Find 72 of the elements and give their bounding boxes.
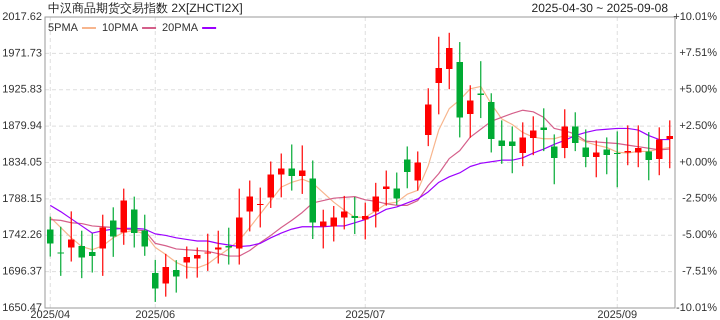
- y2-tick-label: -10.01%: [676, 302, 718, 314]
- candlestick: [110, 206, 117, 258]
- candlestick: [561, 108, 568, 159]
- y2-tick-label: +7.51%: [679, 47, 718, 60]
- candlestick: [519, 122, 526, 167]
- candlestick: [288, 144, 296, 192]
- candlestick: [656, 126, 663, 176]
- candlestick: [624, 124, 632, 166]
- y-tick-label: 1742.26: [2, 229, 42, 242]
- candlestick: [603, 136, 610, 175]
- candlestick: [498, 120, 506, 164]
- candlestick: [183, 246, 190, 280]
- candlestick: [414, 150, 422, 192]
- candlestick: [404, 146, 411, 189]
- candlestick: [278, 152, 285, 198]
- y-tick-label: 1834.05: [2, 156, 42, 168]
- candlestick: [162, 253, 170, 298]
- candlestick: [46, 216, 54, 258]
- y2-tick-label: +5.00%: [679, 84, 718, 96]
- y-tick-label: 2017.62: [2, 10, 42, 23]
- y2-tick-label: +10.01%: [673, 10, 718, 23]
- chart-title: 中汉商品期货交易指数 2X[ZHCTI2X]: [48, 1, 243, 15]
- candlestick: [550, 134, 558, 185]
- candlestick: [351, 196, 358, 235]
- candlestick: [530, 116, 537, 156]
- candlestick: [130, 196, 138, 248]
- y2-tick-label: +2.50%: [679, 120, 718, 132]
- candlestick: [634, 124, 642, 168]
- candlestick: [582, 128, 590, 168]
- x-tick-label: 2025/06: [135, 309, 176, 320]
- y-tick-label: 1879.94: [2, 120, 42, 132]
- candlestick: [372, 182, 380, 228]
- candlestick: [466, 84, 474, 138]
- candlestick: [99, 214, 106, 276]
- candlestick: [645, 132, 652, 181]
- chart-subtitle: 2025-04-30 ~ 2025-09-08: [532, 1, 668, 15]
- candlestick: [246, 180, 254, 232]
- candlestick: [88, 232, 96, 274]
- candlestick: [572, 112, 579, 152]
- candlestick: [68, 210, 75, 262]
- candlestick: [393, 172, 400, 206]
- candlestick: [435, 36, 442, 115]
- candlestick: [267, 160, 274, 209]
- x-tick-label: 2025/07: [345, 309, 386, 320]
- candlestick: [78, 230, 86, 279]
- candlestick: [320, 209, 327, 250]
- y2-tick-label: +0.00%: [679, 156, 718, 168]
- y2-tick-label: -7.51%: [682, 266, 718, 278]
- y2-tick-label: -2.50%: [682, 192, 718, 205]
- y-tick-label: 1788.15: [2, 192, 42, 205]
- x-tick-label: 2025/09: [597, 309, 638, 320]
- y-tick-label: 1971.73: [2, 47, 42, 60]
- candlestick: [172, 260, 180, 294]
- candlestick: [666, 120, 674, 169]
- legend-label: 10PMA: [102, 22, 139, 34]
- x-tick-label: 2025/04: [30, 309, 70, 320]
- candlestick: [141, 214, 148, 256]
- candlestick: [592, 140, 600, 178]
- candlestick: [508, 126, 516, 174]
- candlestick: [340, 195, 348, 230]
- legend-label: 20PMA: [162, 22, 199, 34]
- candlestick: [446, 32, 453, 90]
- candlestick: [362, 202, 369, 240]
- candlestick: [298, 144, 306, 195]
- y-tick-label: 1696.37: [2, 266, 42, 278]
- candlestick: [152, 259, 159, 303]
- candlestick: [477, 60, 484, 119]
- legend-label: 5PMA: [48, 22, 79, 34]
- candlestick: [330, 205, 338, 242]
- y-tick-label: 1925.83: [2, 84, 42, 96]
- y2-tick-label: -5.00%: [682, 229, 718, 242]
- candlestick: [214, 230, 222, 264]
